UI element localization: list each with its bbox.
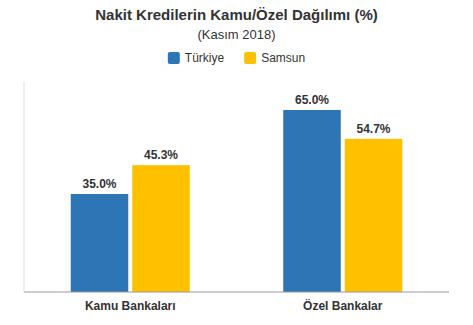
legend: Türkiye Samsun: [168, 51, 305, 65]
data-label: 45.3%: [144, 148, 178, 162]
legend-label: Türkiye: [185, 51, 225, 65]
data-label: 54.7%: [356, 122, 390, 136]
data-label: 35.0%: [82, 177, 116, 191]
title: Nakit Kredilerin Kamu/Özel Dağılımı (%): [95, 6, 378, 23]
x-tick-label: Kamu Bankaları: [85, 299, 176, 313]
bar: [71, 194, 129, 292]
data-labels: 35.0% 65.0% 45.3% 54.7%: [82, 93, 390, 191]
y-axis: [24, 82, 25, 292]
legend-label: Samsun: [261, 51, 305, 65]
bars: [71, 110, 403, 292]
legend-swatch: [168, 52, 180, 64]
data-label: 65.0%: [295, 93, 329, 107]
legend-swatch: [244, 52, 256, 64]
bar: [132, 165, 190, 292]
bar: [345, 139, 403, 292]
legend-item: Samsun: [244, 51, 305, 65]
chart: Nakit Kredilerin Kamu/Özel Dağılımı (%) (…: [0, 0, 473, 325]
x-axis: [24, 292, 449, 293]
x-tick-label: Özel Bankalar: [303, 298, 383, 313]
subtitle: (Kasım 2018): [197, 27, 275, 42]
legend-item: Türkiye: [168, 51, 225, 65]
bar: [283, 110, 341, 292]
